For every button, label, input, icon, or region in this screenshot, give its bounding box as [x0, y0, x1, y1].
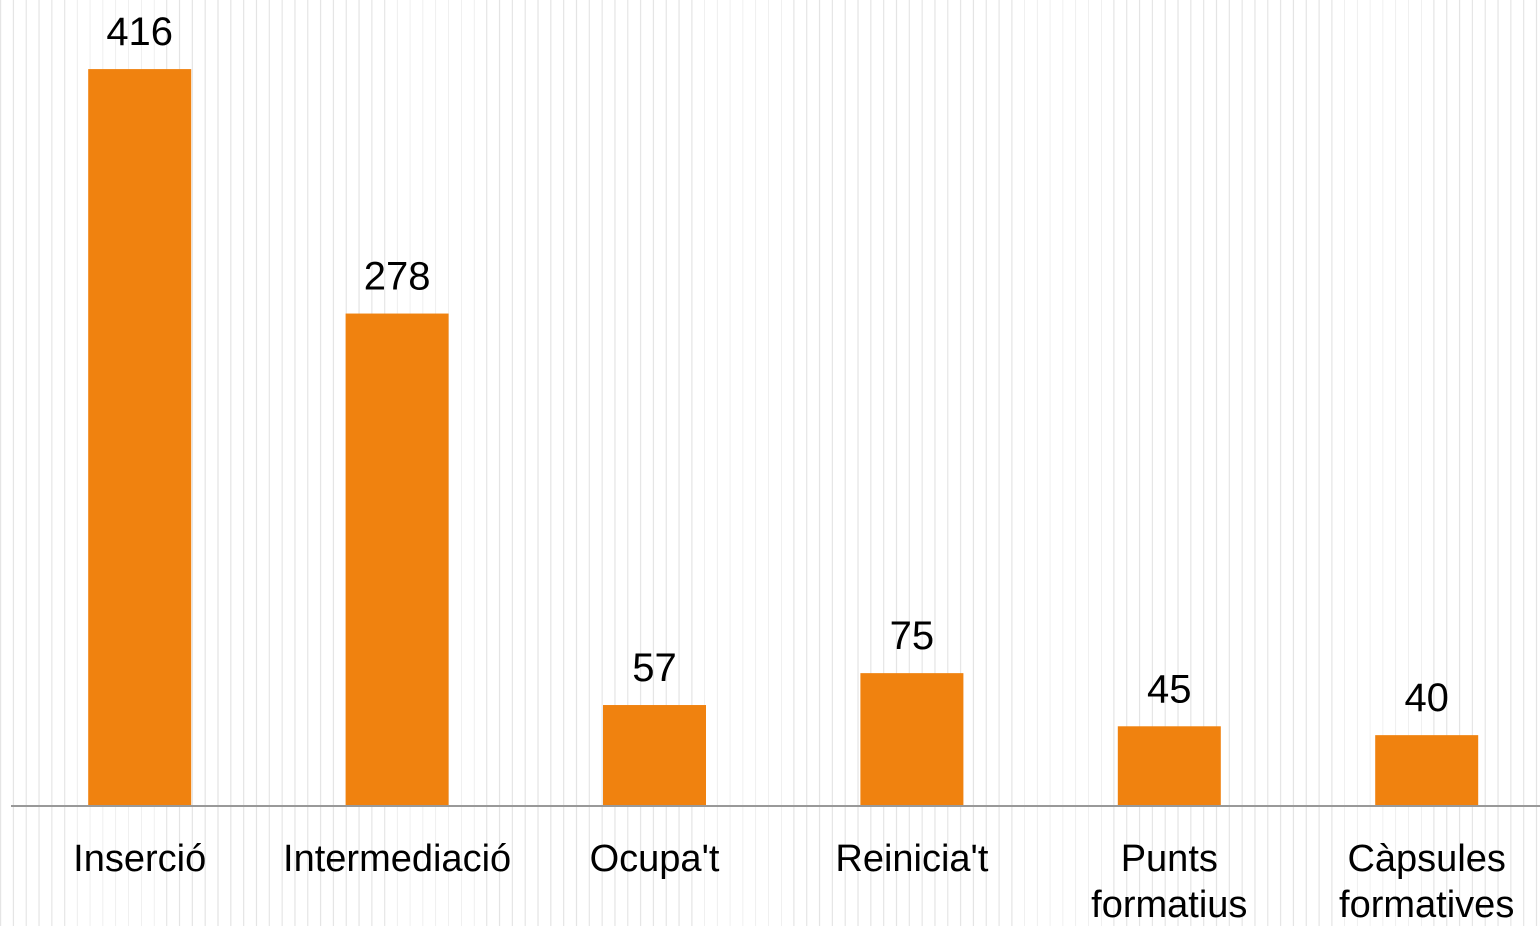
bar: [88, 69, 192, 807]
bar: [603, 705, 706, 806]
x-tick-label: Inserció: [73, 838, 207, 880]
data-label: 416: [106, 10, 173, 54]
bar: [345, 313, 449, 806]
data-label: 40: [1404, 676, 1449, 720]
data-label: 75: [890, 614, 935, 658]
x-tick-label: Punts formatius: [1091, 838, 1248, 926]
x-tick-label: Reinicia't: [835, 838, 989, 880]
bar: [1117, 726, 1221, 806]
data-label: 278: [364, 255, 431, 299]
bar: [860, 673, 964, 806]
data-label: 45: [1147, 667, 1192, 711]
data-label: 57: [632, 646, 677, 690]
x-tick-label: Ocupa't: [589, 838, 720, 880]
x-tick-label: Càpsules formatives: [1339, 838, 1515, 926]
x-tick-label: Intermediació: [283, 838, 512, 880]
bar: [1375, 735, 1479, 806]
